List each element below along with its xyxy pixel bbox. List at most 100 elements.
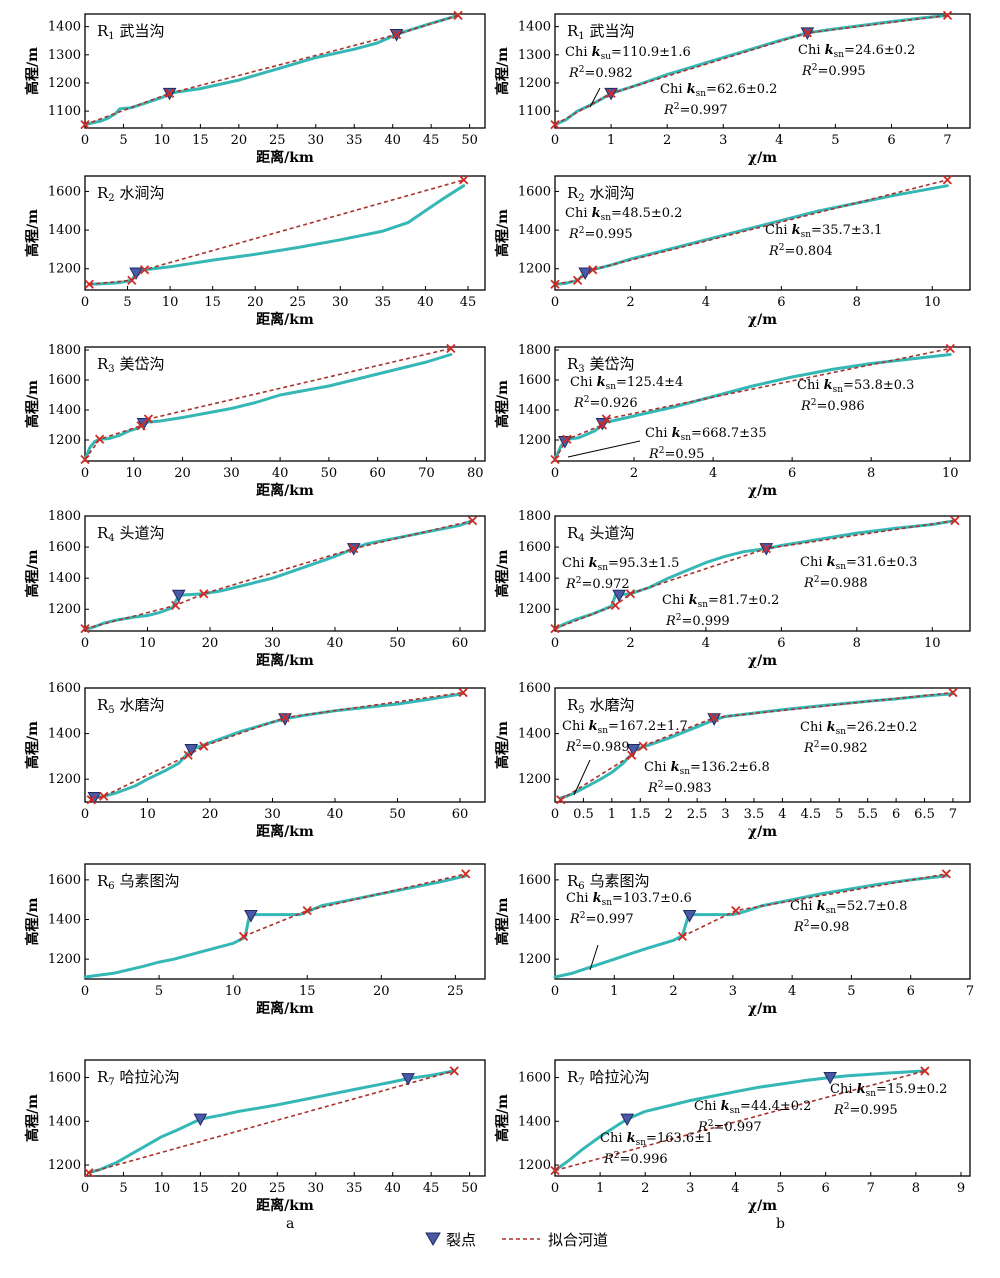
- y-axis-label: 高程/m: [24, 721, 41, 769]
- knickpoint-marker: [682, 910, 697, 923]
- chi-annotation: R2=0.988: [803, 575, 868, 591]
- x-tick-label: 6: [907, 984, 915, 999]
- segment-endpoint-marker: [84, 279, 94, 289]
- y-tick-label: 1400: [48, 913, 81, 928]
- endpoint-stroke: [601, 414, 612, 424]
- x-tick-label: 4: [702, 295, 710, 310]
- segment-endpoint-marker: [94, 434, 105, 444]
- x-tick-label: 6.5: [914, 807, 935, 822]
- x-tick-label: 1: [610, 984, 618, 999]
- x-tick-label: 7: [867, 1181, 875, 1196]
- x-axis-label: 距离/km: [256, 823, 314, 840]
- endpoint-stroke: [238, 931, 249, 942]
- x-tick-label: 6: [777, 295, 785, 310]
- plot-frame: [84, 13, 486, 129]
- river-profile-line: [83, 353, 453, 461]
- endpoint-stroke: [588, 265, 598, 275]
- endpoint-stroke: [467, 516, 478, 526]
- river-profile-line: [87, 1069, 456, 1175]
- segment-endpoint-marker: [164, 88, 175, 99]
- x-tick-label: 1: [596, 1181, 604, 1196]
- panel-title: R1 武当沟: [567, 22, 634, 42]
- x-tick-label: 3.5: [744, 807, 765, 822]
- x-tick-label: 25: [269, 1181, 286, 1196]
- y-tick-label: 1200: [518, 1158, 551, 1173]
- chi-annotation: Chi ksn=103.7±0.6: [566, 891, 692, 908]
- x-tick-label: 20: [231, 133, 248, 148]
- x-tick-label: 45: [423, 133, 440, 148]
- endpoint-stroke: [610, 600, 621, 610]
- chart-panel-R5b: 0 0.5 1 1.5 2 2.5 3 3.5 4 4.5 5 5.5 6 6.5 7 1200 1400 160…: [494, 681, 971, 840]
- river-profile-line: [553, 1069, 927, 1172]
- endpoint-stroke: [80, 624, 90, 634]
- x-tick-label: 0: [81, 295, 89, 310]
- y-tick-label: 1600: [48, 373, 81, 388]
- endpoint-stroke: [597, 420, 608, 430]
- endpoint-stroke: [550, 119, 560, 130]
- y-tick-label: 1200: [518, 602, 551, 617]
- endpoint-stroke: [709, 713, 719, 723]
- endpoint-stroke: [550, 454, 560, 465]
- endpoint-stroke: [802, 28, 813, 38]
- x-tick-label: 30: [264, 636, 281, 651]
- chi-annotation: R2=0.986: [800, 398, 865, 414]
- x-tick-label: 5.5: [857, 807, 878, 822]
- segment-endpoint-marker: [731, 905, 741, 916]
- y-axis-label: 高程/m: [494, 721, 511, 769]
- segment-endpoint-marker: [601, 414, 612, 424]
- x-tick-label: 4: [702, 636, 710, 651]
- x-axis-label: χ/m: [748, 1001, 777, 1017]
- chi-annotation: R2=0.983: [647, 780, 712, 796]
- y-tick-label: 1200: [48, 1158, 81, 1173]
- chart-panel-R1a: 0 5 10 15 20 25 30 35 40 45 50 1100 1200 1300 1400 距离/k…: [24, 10, 486, 166]
- endpoint-stroke: [625, 589, 636, 599]
- panel-title: R2 水涧沟: [567, 184, 634, 204]
- plot-frame: [554, 346, 971, 462]
- x-tick-label: 8: [853, 295, 861, 310]
- chi-annotation: R2=0.999: [665, 613, 730, 629]
- annotation-arrow: [589, 87, 601, 108]
- x-axis-label: χ/m: [748, 483, 777, 499]
- segment-endpoint-marker: [143, 414, 154, 424]
- chi-annotation: Chi ksu=110.9±1.6: [565, 45, 691, 62]
- river-profile-line: [553, 519, 957, 631]
- x-tick-label: 0: [81, 1181, 89, 1196]
- x-tick-label: 6: [822, 1181, 830, 1196]
- chi-annotation: R2=0.997: [697, 1119, 762, 1135]
- segment-endpoint-marker: [183, 750, 193, 760]
- plot-frame: [554, 1059, 971, 1177]
- y-tick-label: 1400: [518, 1114, 551, 1129]
- sublabel-b: b: [776, 1216, 785, 1232]
- y-tick-label: 1600: [48, 873, 81, 888]
- chart-panel-R7a: 0 5 10 15 20 25 30 35 40 45 50 1200 1400 1600 距离/km 高程/…: [24, 1059, 486, 1214]
- x-tick-label: 20: [373, 984, 390, 999]
- endpoint-stroke: [942, 10, 953, 21]
- x-tick-label: 15: [192, 133, 209, 148]
- x-tick-label: 20: [174, 466, 191, 481]
- x-tick-label: 1: [607, 133, 615, 148]
- endpoint-stroke: [349, 543, 359, 554]
- y-tick-label: 1800: [518, 509, 551, 524]
- panel-title: R5 水磨沟: [97, 696, 164, 716]
- endpoint-stroke: [449, 1066, 459, 1076]
- x-tick-label: 0: [81, 133, 89, 148]
- y-tick-label: 1400: [48, 727, 81, 742]
- y-tick-label: 1100: [48, 104, 81, 119]
- x-tick-label: 2: [626, 636, 634, 651]
- panel-title: R2 水涧沟: [97, 184, 164, 204]
- river-profile-line: [553, 874, 948, 979]
- knickpoint-marker: [171, 589, 186, 603]
- endpoint-stroke: [731, 905, 741, 916]
- y-tick-label: 1800: [518, 343, 551, 358]
- panel-title: R4 头道沟: [567, 524, 634, 544]
- x-tick-label: 20: [202, 807, 219, 822]
- segment-endpoint-marker: [709, 713, 719, 723]
- plot-frame: [554, 13, 971, 129]
- segment-endpoint-marker: [610, 600, 621, 610]
- endpoint-stroke: [446, 343, 456, 354]
- chart-panel-R7b: 0 1 2 3 4 5 6 7 8 9 1200 1400 1600 χ/m 高程/m R7 哈拉沁沟 Chi …: [494, 1059, 971, 1214]
- segment-endpoint-marker: [802, 28, 813, 38]
- chi-annotation: R2=0.995: [568, 226, 633, 242]
- x-tick-label: 0: [551, 807, 559, 822]
